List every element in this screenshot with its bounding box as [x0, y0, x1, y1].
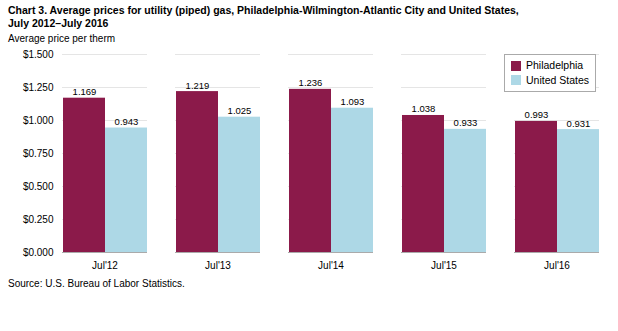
html-text:Chart 3. Average prices for ut: Chart 3. Average prices for utility (pip…: [8, 4, 519, 16]
svg-text:1.038: 1.038: [412, 104, 436, 115]
svg-text:1.025: 1.025: [228, 105, 252, 116]
svg-text:0.933: 0.933: [454, 118, 478, 129]
html-text:Average price per therm: Average price per therm: [8, 33, 116, 45]
html-text:July 2012–July 2016: July 2012–July 2016: [8, 16, 109, 29]
svg-text:1.169: 1.169: [73, 86, 97, 97]
svg-text:Jul'14: Jul'14: [318, 260, 344, 271]
svg-text:$0.250: $0.250: [23, 214, 54, 225]
svg-text:Jul'15: Jul'15: [431, 260, 457, 271]
html-text:United States: United States: [526, 73, 589, 86]
svg-text:$0.750: $0.750: [23, 148, 54, 159]
svg-text:0.993: 0.993: [525, 110, 549, 121]
html-text:Source: U.S. Bureau of Labor S: Source: U.S. Bureau of Labor Statistics.: [8, 278, 185, 290]
svg-text:$1.000: $1.000: [23, 115, 54, 126]
svg-text:0.931: 0.931: [567, 118, 591, 129]
svg-text:1.236: 1.236: [299, 78, 323, 89]
svg-text:$0.500: $0.500: [23, 181, 54, 192]
svg-text:1.093: 1.093: [341, 96, 365, 107]
svg-text:$1.500: $1.500: [23, 49, 54, 60]
svg-text:0.943: 0.943: [115, 116, 139, 127]
svg-text:Jul'16: Jul'16: [544, 260, 570, 271]
svg-text:Jul'13: Jul'13: [205, 260, 231, 271]
svg-text:Jul'12: Jul'12: [92, 260, 118, 271]
svg-text:1.219: 1.219: [186, 80, 210, 91]
svg-text:$0.000: $0.000: [23, 247, 54, 258]
svg-text:$1.250: $1.250: [23, 82, 54, 93]
html-text:Philadelphia: Philadelphia: [526, 59, 584, 72]
